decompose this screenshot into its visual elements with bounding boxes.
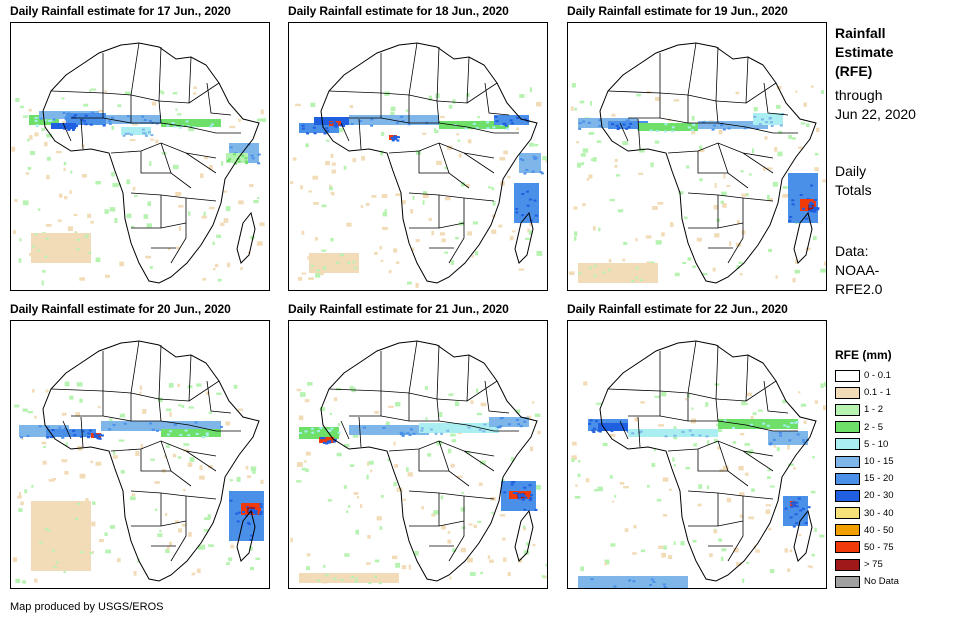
legend-swatch — [835, 421, 860, 434]
data-line: NOAA- — [835, 262, 880, 278]
legend-label: 1 - 2 — [864, 404, 884, 416]
legend-label: 0 - 0.1 — [864, 370, 891, 382]
sidebar-title-line: Rainfall — [835, 25, 886, 41]
legend-label: > 75 — [864, 559, 883, 571]
africa-map-22 — [571, 340, 826, 588]
legend-swatch — [835, 541, 860, 554]
legend-swatch — [835, 438, 860, 451]
panel-title: Daily Rainfall estimate for 18 Jun., 202… — [288, 4, 509, 18]
legend-item: 30 - 40 — [835, 505, 899, 522]
sidebar-data-source: Data: NOAA- RFE2.0 — [835, 242, 882, 299]
legend-label: 40 - 50 — [864, 524, 894, 536]
legend-label: 30 - 40 — [864, 507, 894, 519]
panel-title: Daily Rainfall estimate for 17 Jun., 202… — [10, 4, 231, 18]
legend-item: 40 - 50 — [835, 522, 899, 539]
map-panel-21-jun: Daily Rainfall estimate for 21 Jun., 202… — [288, 302, 548, 592]
legend-item: 10 - 15 — [835, 453, 899, 470]
daily-line: Daily — [835, 163, 867, 179]
legend-item: 50 - 75 — [835, 539, 899, 556]
rainfall-map — [567, 320, 827, 589]
sidebar-daily: Daily Totals — [835, 162, 872, 200]
legend-label: 10 - 15 — [864, 456, 894, 468]
legend-swatch — [835, 472, 860, 485]
map-panel-19-jun: Daily Rainfall estimate for 19 Jun., 202… — [567, 4, 827, 294]
rainfall-map — [10, 22, 270, 291]
map-panel-20-jun: Daily Rainfall estimate for 20 Jun., 202… — [10, 302, 270, 592]
legend-item: 2 - 5 — [835, 419, 899, 436]
legend-swatch — [835, 455, 860, 468]
panel-title: Daily Rainfall estimate for 21 Jun., 202… — [288, 302, 509, 316]
africa-map-21 — [290, 340, 547, 585]
legend-label: No Data — [864, 576, 899, 588]
legend-swatch — [835, 403, 860, 416]
africa-map-17 — [11, 42, 267, 286]
rainfall-map — [288, 22, 548, 291]
legend-item: 15 - 20 — [835, 470, 899, 487]
rainfall-map — [567, 22, 827, 291]
map-panel-17-jun: Daily Rainfall estimate for 17 Jun., 202… — [10, 4, 270, 294]
sidebar-title-line: (RFE) — [835, 63, 873, 79]
daily-line: Totals — [835, 182, 872, 198]
legend: 0 - 0.1 0.1 - 1 1 - 2 2 - 5 5 - 10 10 - 15 15 … — [835, 367, 899, 590]
legend-swatch — [835, 386, 860, 399]
africa-map-20 — [12, 340, 264, 584]
through-label: through — [835, 87, 883, 103]
legend-item: > 75 — [835, 556, 899, 573]
rainfall-map — [10, 320, 270, 589]
sidebar-through: through Jun 22, 2020 — [835, 86, 916, 124]
panel-title: Daily Rainfall estimate for 20 Jun., 202… — [10, 302, 231, 316]
footer-credit: Map produced by USGS/EROS — [10, 601, 164, 613]
through-date: Jun 22, 2020 — [835, 106, 916, 122]
legend-label: 2 - 5 — [864, 421, 884, 433]
legend-label: 15 - 20 — [864, 473, 894, 485]
legend-label: 0.1 - 1 — [864, 387, 891, 399]
legend-swatch — [835, 575, 860, 588]
legend-label: 5 - 10 — [864, 438, 889, 450]
rainfall-map — [288, 320, 548, 589]
legend-item: 0 - 0.1 — [835, 367, 899, 384]
map-panel-18-jun: Daily Rainfall estimate for 18 Jun., 202… — [288, 4, 548, 294]
africa-map-19 — [568, 42, 826, 284]
legend-swatch — [835, 524, 860, 537]
panel-title: Daily Rainfall estimate for 19 Jun., 202… — [567, 4, 788, 18]
panel-title: Daily Rainfall estimate for 22 Jun., 202… — [567, 302, 788, 316]
sidebar-title: Rainfall Estimate (RFE) — [835, 24, 893, 81]
legend-swatch — [835, 558, 860, 571]
legend-item: 0.1 - 1 — [835, 384, 899, 401]
legend-item: No Data — [835, 573, 899, 590]
data-line: RFE2.0 — [835, 281, 883, 297]
legend-swatch — [835, 369, 860, 382]
map-panel-22-jun: Daily Rainfall estimate for 22 Jun., 202… — [567, 302, 827, 592]
legend-swatch — [835, 489, 860, 502]
legend-label: 20 - 30 — [864, 490, 894, 502]
legend-label: 50 - 75 — [864, 541, 894, 553]
sidebar-title-line: Estimate — [835, 44, 894, 60]
legend-item: 1 - 2 — [835, 401, 899, 418]
legend-title: RFE (mm) — [835, 348, 892, 362]
legend-swatch — [835, 507, 860, 520]
africa-map-18 — [290, 42, 547, 288]
legend-item: 20 - 30 — [835, 487, 899, 504]
legend-item: 5 - 10 — [835, 436, 899, 453]
data-line: Data: — [835, 243, 869, 259]
